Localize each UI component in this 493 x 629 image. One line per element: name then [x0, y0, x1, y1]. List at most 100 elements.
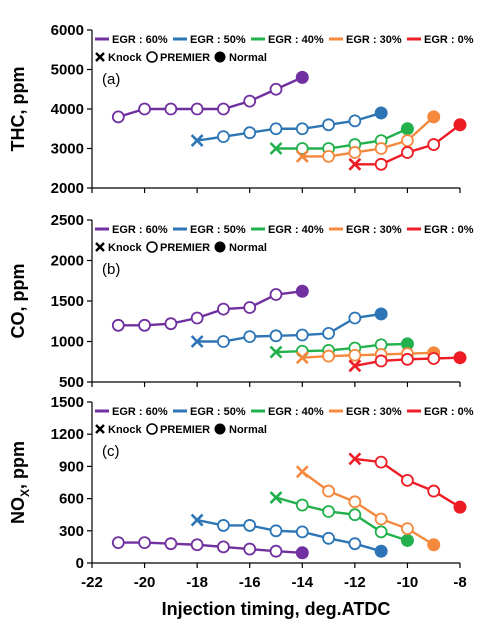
normal-marker [427, 538, 441, 552]
legend-label: Normal [229, 242, 267, 254]
series-1 [111, 284, 309, 332]
y-axis-label: CO, ppm [8, 264, 28, 339]
knock-icon [95, 424, 105, 434]
normal-icon [214, 423, 226, 435]
premier-marker [322, 505, 335, 518]
premier-marker [401, 352, 414, 366]
normal-marker [453, 351, 467, 365]
y-tick-label: 4000 [51, 101, 84, 118]
legend-label: EGR : 60% [112, 34, 168, 46]
normal-marker [295, 284, 309, 298]
premier-icon [146, 423, 158, 435]
normal-marker [295, 546, 309, 560]
premier-marker [190, 311, 204, 325]
premier-marker [243, 542, 257, 556]
premier-marker [295, 498, 309, 512]
x-tick-label: -18 [186, 574, 208, 591]
premier-marker [164, 537, 178, 551]
series-5 [348, 452, 467, 514]
premier-marker [401, 473, 414, 487]
premier-marker [322, 349, 335, 363]
legend-label: PREMIER [160, 242, 210, 254]
premier-marker [401, 522, 414, 536]
legend-label: EGR : 30% [346, 34, 402, 46]
knock-marker [269, 491, 283, 504]
x-axis-label: Injection timing, deg.ATDC [162, 599, 391, 619]
x-tick-label: -14 [291, 574, 313, 591]
premier-marker [217, 102, 230, 116]
normal-icon [214, 51, 226, 63]
legend-label: EGR : 50% [190, 224, 246, 236]
premier-marker [269, 544, 283, 558]
premier-marker [269, 524, 283, 538]
premier-marker [243, 519, 257, 532]
premier-marker [269, 329, 283, 343]
series-4 [295, 110, 441, 163]
legend-label: EGR : 40% [268, 34, 324, 46]
legend-label: EGR : 60% [112, 224, 168, 236]
knock-marker [295, 351, 309, 365]
series-line [275, 342, 408, 354]
normal-marker [400, 122, 414, 136]
knock-marker [295, 149, 309, 163]
knock-marker [269, 345, 283, 359]
normal-marker [427, 110, 441, 124]
premier-marker [348, 311, 362, 325]
series-3 [269, 491, 414, 547]
premier-marker [322, 326, 335, 340]
knock-marker [190, 513, 204, 527]
premier-marker [138, 536, 151, 550]
series-2 [190, 513, 388, 558]
legend-label: EGR : 0% [424, 224, 474, 236]
y-axis-label: NOX, ppm [8, 441, 32, 524]
legend-label: PREMIER [160, 52, 210, 64]
premier-marker [164, 102, 178, 116]
premier-icon [146, 51, 158, 63]
premier-marker [374, 142, 388, 155]
series-line [302, 351, 434, 359]
panel-1: 2000 3000 4000 5000 6000 THC, ppm EGR : 60% EGR… [8, 22, 474, 197]
panel-tag: (a) [102, 71, 120, 88]
series-4 [295, 465, 441, 552]
legend-label: EGR : 60% [112, 406, 168, 418]
y-tick-label: 2000 [51, 253, 84, 270]
premier-marker [243, 330, 257, 344]
legend-label: Knock [108, 424, 143, 436]
y-tick-label: 2500 [51, 212, 84, 229]
normal-marker [374, 544, 388, 558]
premier-marker [243, 94, 257, 108]
knock-marker [295, 465, 309, 479]
legend-label: EGR : 30% [346, 406, 402, 418]
premier-marker [138, 102, 151, 116]
premier-marker [374, 525, 388, 539]
panel-tag: (b) [102, 261, 120, 278]
normal-marker [453, 118, 467, 132]
premier-marker [217, 519, 230, 532]
premier-marker [243, 126, 257, 140]
knock-icon [95, 242, 105, 252]
series-1 [111, 536, 309, 560]
premier-marker [138, 318, 151, 332]
premier-marker [427, 352, 441, 365]
legend-label: Normal [229, 52, 267, 64]
y-tick-label: 1200 [51, 426, 84, 443]
premier-marker [322, 149, 335, 163]
normal-marker [374, 106, 388, 120]
premier-marker [374, 512, 388, 526]
normal-marker [453, 500, 467, 514]
premier-marker [190, 538, 204, 552]
knock-marker [190, 134, 204, 148]
normal-marker [374, 307, 388, 321]
y-tick-label: 1000 [51, 334, 84, 351]
premier-marker [243, 301, 257, 314]
premier-marker [322, 531, 335, 545]
premier-marker [374, 455, 388, 469]
normal-marker [400, 337, 414, 351]
premier-marker [295, 122, 309, 136]
y-tick-label: 2000 [51, 180, 84, 197]
premier-marker [322, 118, 335, 132]
premier-marker [348, 146, 362, 159]
normal-marker [295, 70, 309, 84]
premier-marker [348, 114, 362, 128]
